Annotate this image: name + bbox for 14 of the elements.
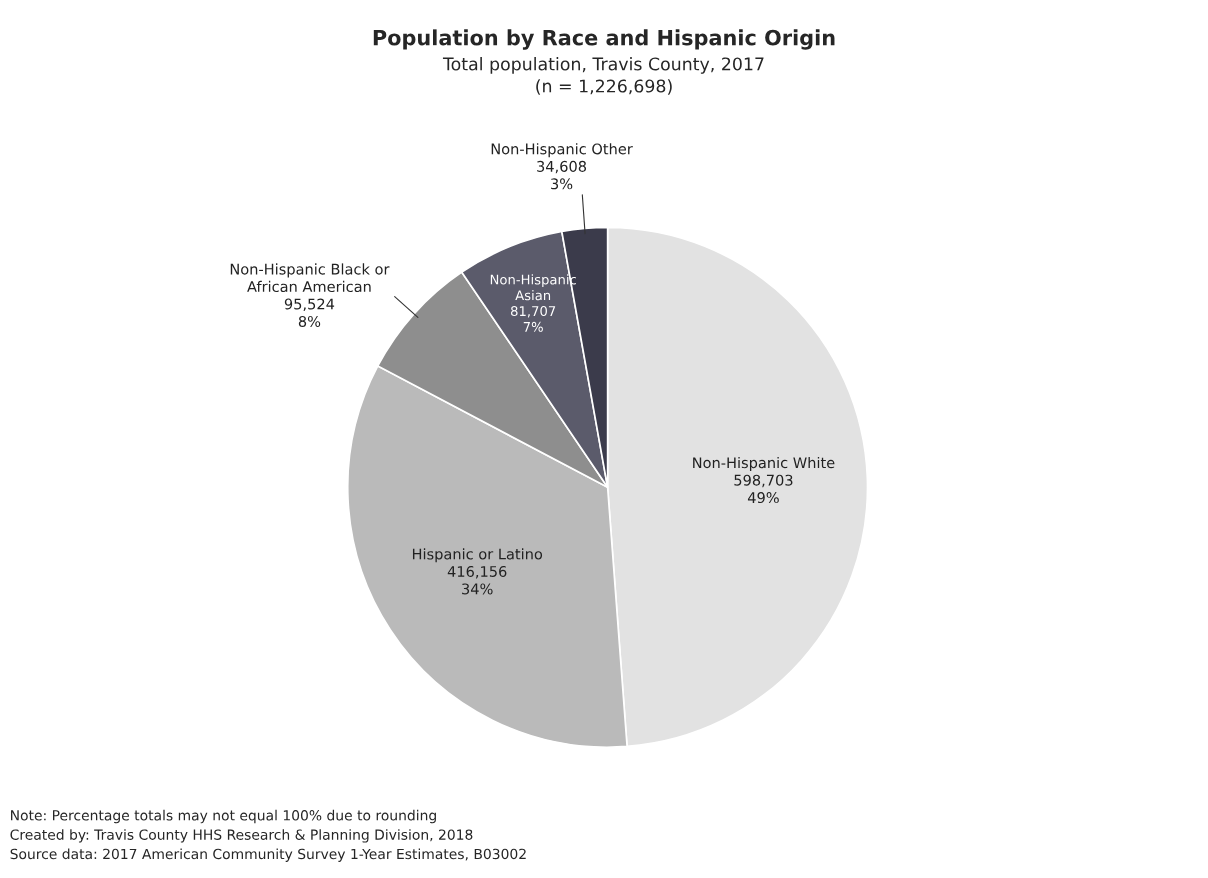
source-note: Source data: 2017 American Community Survey 1-Year Estimates, B03002 xyxy=(10,848,526,862)
data-label: 598,703 49% xyxy=(734,474,793,504)
data-label: 34,608 3% xyxy=(537,160,587,190)
data-label: 416,156 34% xyxy=(447,565,507,595)
slice-label: Non-Hispanic White xyxy=(693,456,835,472)
data-label: 81,707 7% xyxy=(510,306,556,332)
text: Created by: Travis County HHS Research & Planning Division, 2018 xyxy=(10,829,473,843)
data-label: 95,524 8% xyxy=(284,298,335,327)
slice-label: Hispanic or Latino xyxy=(412,548,543,563)
slice-label: Non-Hispanic Other xyxy=(491,143,633,158)
slice-label: Non-Hispanic Black or African American xyxy=(230,263,390,293)
chart-subtitle: Total population, Travis County, 2017 (n = 1,226,698) xyxy=(442,57,764,95)
text: Note: Percentage totals may not equal 100% due to rounding xyxy=(11,809,436,824)
chart-title: Population by Race and Hispanic Origin xyxy=(373,29,835,50)
